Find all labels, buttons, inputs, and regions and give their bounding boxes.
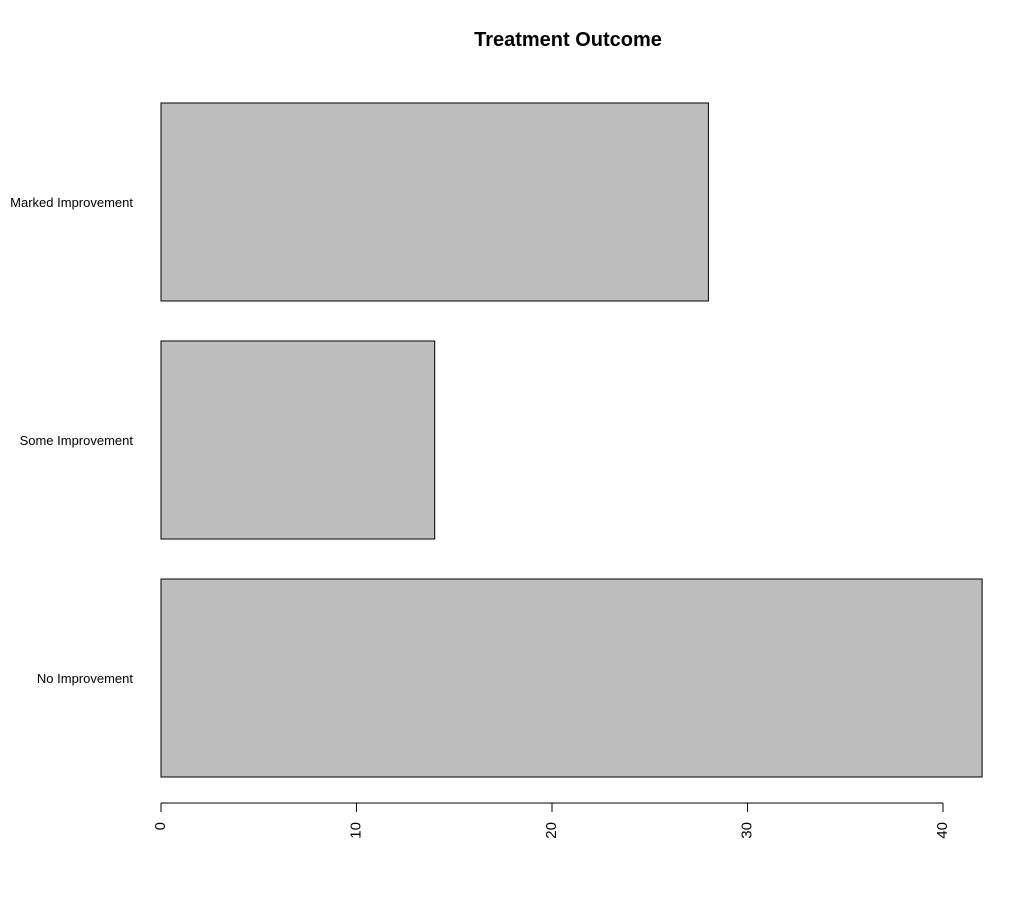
- category-label-no-improvement: No Improvement: [37, 671, 133, 686]
- category-labels: No Improvement Some Improvement Marked Imp…: [10, 195, 133, 686]
- x-tick-label-40: 40: [934, 822, 951, 839]
- bar-no-improvement: [160, 578, 983, 778]
- bars-group: [160, 102, 983, 778]
- bar-some-improvement: [160, 340, 436, 540]
- chart-title: Treatment Outcome: [474, 29, 662, 51]
- category-label-some-improvement: Some Improvement: [20, 433, 134, 448]
- x-tick-label-30: 30: [738, 822, 755, 839]
- bar-marked-improvement: [160, 102, 709, 302]
- x-tick-label-10: 10: [347, 822, 364, 839]
- x-tick-label-20: 20: [543, 822, 560, 839]
- x-tick-label-0: 0: [152, 822, 169, 830]
- category-label-marked-improvement: Marked Improvement: [10, 195, 133, 210]
- x-axis: 0 10 20 30 40: [152, 802, 951, 839]
